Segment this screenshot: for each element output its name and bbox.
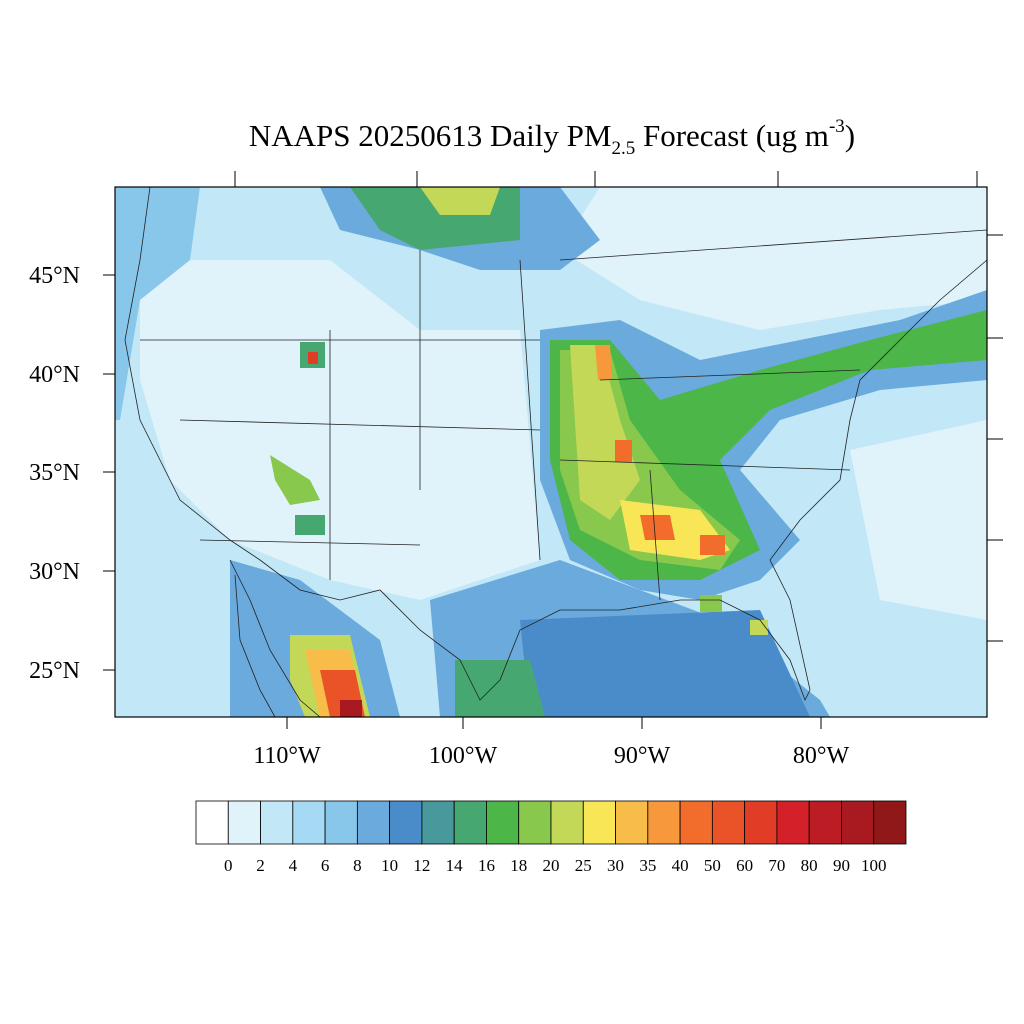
colorbar-label: 12: [413, 856, 430, 875]
colorbar-box: [421, 800, 455, 845]
lat-label: 30°N: [29, 559, 80, 585]
colorbar-label: 100: [861, 856, 887, 875]
map-frame: [114, 186, 988, 718]
colorbar-box: [841, 800, 875, 845]
colorbar-box: [550, 800, 584, 845]
colorbar-label: 60: [736, 856, 753, 875]
colorbar-box: [744, 800, 778, 845]
colorbar: 0 2 4 6 8 10 12 14 16 18 20 25 30 35 40 50 60 70 80 90 100: [195, 800, 907, 875]
lon-label: 110°W: [253, 743, 321, 769]
colorbar-label: 40: [672, 856, 689, 875]
colorbar-box: [453, 800, 487, 845]
map-field: [115, 187, 987, 717]
colorbar-box: [292, 800, 326, 845]
colorbar-label: 70: [768, 856, 785, 875]
axes: 45°N 40°N 35°N 30°N 25°N 110°W 100°W 90°W 80°W: [29, 171, 1003, 769]
colorbar-box: [324, 800, 358, 845]
colorbar-box: [615, 800, 649, 845]
lat-label: 45°N: [29, 263, 80, 289]
colorbar-box: [389, 800, 423, 845]
lat-label: 35°N: [29, 460, 80, 486]
colorbar-label: 14: [446, 856, 464, 875]
colorbar-box: [260, 800, 294, 845]
colorbar-label: 90: [833, 856, 850, 875]
colorbar-box: [711, 800, 746, 845]
lon-label: 80°W: [793, 743, 850, 769]
colorbar-label: 30: [607, 856, 624, 875]
colorbar-box: [873, 800, 907, 845]
colorbar-label: 10: [381, 856, 398, 875]
colorbar-label: 6: [321, 856, 330, 875]
colorbar-box: [582, 800, 616, 845]
colorbar-box: [356, 800, 391, 845]
colorbar-box: [679, 800, 713, 845]
colorbar-label: 18: [510, 856, 527, 875]
colorbar-label: 0: [224, 856, 233, 875]
lon-label: 100°W: [429, 743, 498, 769]
colorbar-box: [808, 800, 842, 845]
colorbar-label: 25: [575, 856, 592, 875]
title: NAAPS 20250613 Daily PM2.5 Forecast (ug …: [249, 116, 855, 159]
lat-label: 25°N: [29, 658, 80, 684]
lon-label: 90°W: [614, 743, 671, 769]
colorbar-label: 50: [704, 856, 721, 875]
colorbar-box: [518, 800, 552, 845]
colorbar-box: [227, 800, 261, 845]
colorbar-label: 8: [353, 856, 362, 875]
lat-label: 40°N: [29, 362, 80, 388]
colorbar-label: 80: [801, 856, 818, 875]
colorbar-label: 2: [256, 856, 265, 875]
colorbar-box: [195, 800, 229, 845]
colorbar-label: 35: [639, 856, 656, 875]
colorbar-label: 20: [543, 856, 560, 875]
colorbar-box: [776, 800, 810, 845]
colorbar-label: 4: [289, 856, 298, 875]
colorbar-label: 16: [478, 856, 495, 875]
colorbar-box: [486, 800, 520, 845]
colorbar-box: [647, 800, 681, 845]
